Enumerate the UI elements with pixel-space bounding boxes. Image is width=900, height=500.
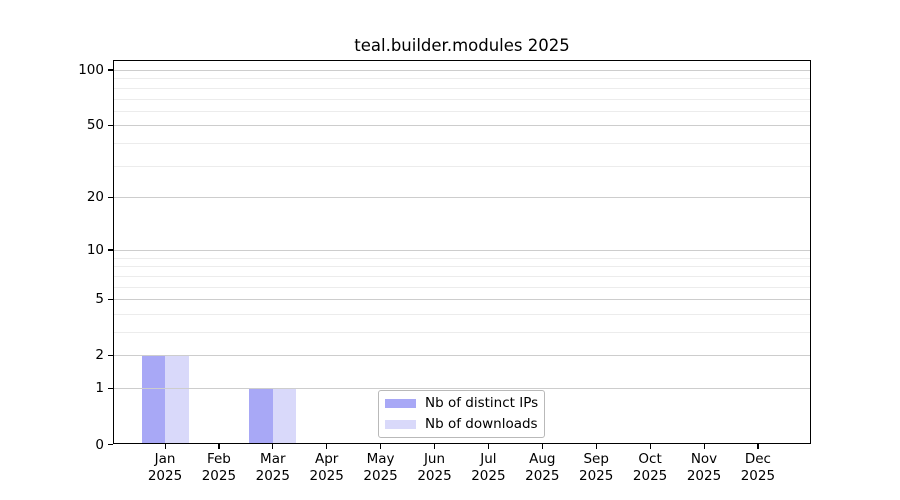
bar: [249, 388, 273, 443]
gridline-minor: [114, 143, 810, 145]
x-tick: [326, 444, 328, 449]
plot-area: [113, 60, 811, 444]
gridline-minor: [114, 266, 810, 268]
gridline-minor: [114, 98, 810, 100]
x-tick: [434, 444, 436, 449]
y-tick: [108, 354, 113, 357]
x-tick-label: Jan 2025: [147, 451, 183, 484]
gridline-minor: [114, 275, 810, 277]
bar: [141, 355, 165, 443]
gridline-minor: [114, 110, 810, 112]
legend: Nb of distinct IPs Nb of downloads: [378, 390, 545, 438]
gridline-major: [114, 197, 810, 199]
legend-label-downloads: Nb of downloads: [425, 416, 538, 432]
x-tick: [541, 444, 543, 449]
y-tick-label: 5: [95, 291, 104, 308]
y-tick: [108, 69, 113, 71]
gridline-major: [114, 125, 810, 127]
gridline-minor: [114, 257, 810, 259]
gridline-major: [114, 69, 810, 71]
gridline-minor: [114, 87, 810, 89]
x-tick: [487, 444, 490, 449]
gridline-minor: [114, 313, 810, 315]
y-tick: [108, 444, 113, 446]
x-tick-label: Aug 2025: [525, 451, 560, 484]
y-tick-label: 10: [86, 241, 104, 258]
legend-label-distinct-ips: Nb of distinct IPs: [425, 395, 539, 411]
x-tick-label: Jun 2025: [417, 451, 452, 484]
x-tick: [595, 444, 597, 449]
x-tick: [649, 444, 651, 449]
bar: [165, 355, 189, 443]
y-tick: [108, 249, 113, 251]
legend-item-distinct-ips: Nb of distinct IPs: [385, 395, 544, 412]
legend-swatch-distinct-ips: [385, 398, 416, 409]
y-tick-label: 2: [95, 347, 104, 364]
x-tick: [703, 444, 705, 449]
x-tick-label: May 2025: [363, 451, 398, 484]
x-tick-label: Apr 2025: [309, 451, 344, 484]
chart-title: teal.builder.modules 2025: [354, 36, 570, 55]
x-tick-label: Oct 2025: [632, 451, 668, 484]
x-tick: [272, 444, 274, 449]
y-tick: [108, 196, 113, 199]
gridline-minor: [114, 78, 810, 80]
gridline-major: [114, 299, 810, 301]
gridline-major: [114, 388, 810, 390]
y-tick-label: 100: [78, 61, 104, 78]
y-tick-label: 50: [86, 117, 104, 134]
gridline-minor: [114, 332, 810, 333]
x-tick: [218, 444, 220, 449]
gridline-minor: [114, 165, 810, 167]
x-tick-label: Dec 2025: [740, 451, 776, 484]
y-tick-label: 0: [95, 436, 104, 453]
y-tick: [108, 298, 113, 300]
x-tick: [380, 444, 382, 449]
gridline-minor: [114, 286, 810, 288]
x-tick-label: Mar 2025: [255, 451, 290, 484]
x-tick-label: Nov 2025: [686, 451, 722, 484]
x-tick-label: Feb 2025: [201, 451, 237, 484]
y-tick: [108, 124, 113, 127]
bar: [272, 388, 297, 443]
legend-swatch-downloads: [385, 419, 416, 430]
y-tick-label: 1: [95, 380, 104, 397]
x-tick-label: Sep 2025: [579, 451, 614, 484]
gridline-major: [114, 355, 810, 357]
y-tick: [108, 387, 113, 389]
x-tick-label: Jul 2025: [471, 451, 506, 484]
x-tick: [757, 444, 759, 449]
x-tick: [164, 444, 166, 449]
gridline-major: [114, 249, 810, 251]
legend-item-downloads: Nb of downloads: [385, 416, 544, 433]
y-tick-label: 20: [86, 189, 104, 206]
